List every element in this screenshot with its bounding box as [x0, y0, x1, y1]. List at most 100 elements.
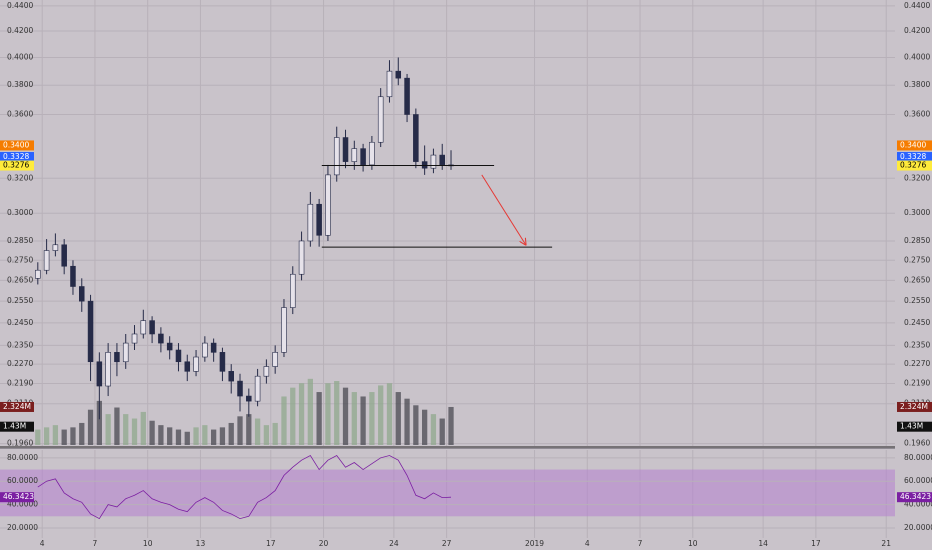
- volume-bar: [96, 400, 102, 445]
- volume-bar: [87, 409, 94, 445]
- candle-body: [96, 361, 103, 387]
- x-tick-label: 27: [442, 539, 452, 548]
- volume-bar: [61, 429, 67, 445]
- x-tick-label: 14: [758, 539, 768, 548]
- candle-body: [166, 342, 173, 351]
- volume-label: 1.43M: [3, 422, 26, 431]
- rsi-tick-label: 20.0000: [904, 523, 932, 532]
- arrow: [481, 174, 526, 245]
- y-tick-label: 0.2270: [904, 359, 930, 368]
- volume-bar: [175, 429, 182, 445]
- y-tick-label: 0.4000: [904, 52, 930, 61]
- volume-label-box: [897, 421, 932, 432]
- candle-body: [360, 148, 366, 166]
- candle-body: [114, 352, 120, 363]
- y-tick-label: 0.3600: [7, 110, 33, 119]
- rsi-tick-label: 60.0000: [904, 476, 932, 485]
- price-label: 0.3328: [900, 152, 926, 161]
- volume-label-box: [0, 401, 34, 412]
- y-tick-label: 0.3600: [904, 110, 930, 119]
- candle-body: [281, 307, 287, 353]
- volume-bar: [52, 425, 59, 445]
- volume-bar: [149, 420, 155, 445]
- price-label: 0.3328: [3, 152, 29, 161]
- rsi-label-box: [0, 492, 34, 503]
- candle-body: [237, 380, 243, 397]
- y-tick-label: 0.4200: [7, 26, 33, 35]
- candle-body: [316, 203, 322, 236]
- volume-bar: [202, 425, 208, 445]
- y-tick-label: 0.4200: [904, 26, 930, 35]
- volume-bar: [193, 427, 199, 445]
- y-tick-label: 0.4400: [7, 1, 33, 10]
- y-tick-label: 0.2350: [904, 340, 930, 349]
- rsi-label-box: [897, 492, 932, 503]
- candle-body: [395, 70, 402, 79]
- price-label-box: [0, 152, 34, 163]
- y-tick-label: 0.3800: [7, 80, 33, 89]
- x-tick-label: 21: [881, 539, 891, 548]
- y-tick-label: 0.2450: [904, 318, 930, 327]
- candle-body: [386, 70, 393, 98]
- candle-body: [175, 349, 182, 363]
- candle-body: [131, 333, 138, 344]
- y-tick-label: 0.2650: [904, 275, 930, 284]
- volume-bar: [413, 405, 419, 445]
- candle-body: [254, 375, 261, 402]
- y-tick-label: 0.3000: [904, 208, 930, 217]
- candle-body: [184, 361, 191, 372]
- volume-bar: [351, 392, 357, 445]
- candle-body: [61, 244, 67, 267]
- volume-bar: [237, 416, 243, 445]
- y-tick-label: 0.4000: [7, 52, 33, 61]
- y-tick-label: 0.3800: [904, 80, 930, 89]
- candle-body: [325, 174, 331, 236]
- y-tick-label: 0.2850: [7, 236, 33, 245]
- price-label: 0.3400: [3, 140, 29, 149]
- candle-body: [210, 342, 217, 353]
- x-tick-label: 2019: [525, 539, 544, 548]
- candle-body: [149, 320, 155, 335]
- volume-bar: [114, 407, 120, 445]
- y-tick-label: 0.2750: [904, 255, 930, 264]
- candle-body: [430, 154, 437, 169]
- candle-body: [43, 250, 50, 271]
- candle-body: [298, 240, 305, 275]
- x-tick-label: 10: [143, 539, 153, 548]
- volume-bar: [439, 418, 445, 445]
- volume-bar: [43, 427, 50, 445]
- rsi-tick-label: 40.0000: [904, 500, 932, 509]
- candle-body: [202, 342, 208, 358]
- candle-body: [87, 300, 94, 363]
- volume-bar: [123, 414, 129, 445]
- volume-bar: [167, 427, 173, 445]
- volume-bar: [422, 409, 428, 445]
- candle-body: [342, 137, 349, 162]
- rsi-tick-label: 60.0000: [7, 476, 38, 485]
- candle-body: [290, 273, 296, 308]
- x-tick-label: 10: [688, 539, 698, 548]
- x-tick-label: 20: [319, 539, 329, 548]
- volume-bar: [105, 414, 111, 445]
- candle-body: [219, 352, 226, 372]
- candle-body: [369, 141, 375, 166]
- volume-bar: [316, 392, 322, 445]
- price-label: 0.3400: [900, 140, 926, 149]
- rsi-label: 46.3423: [3, 492, 34, 501]
- volume-bar: [386, 383, 393, 445]
- candle-body: [307, 203, 314, 242]
- candle-body: [272, 352, 278, 367]
- x-tick-label: 24: [389, 539, 399, 548]
- volume-label-box: [897, 401, 932, 412]
- volume-bar: [219, 427, 226, 445]
- x-tick-label: 4: [40, 539, 45, 548]
- volume-label: 2.324M: [900, 402, 928, 411]
- volume-label: 1.43M: [900, 422, 923, 431]
- y-tick-label: 0.4400: [904, 1, 930, 10]
- volume-label: 2.324M: [3, 402, 31, 411]
- candle-body: [158, 333, 164, 344]
- price-label: 0.3276: [3, 161, 29, 170]
- volume-bar: [35, 429, 41, 445]
